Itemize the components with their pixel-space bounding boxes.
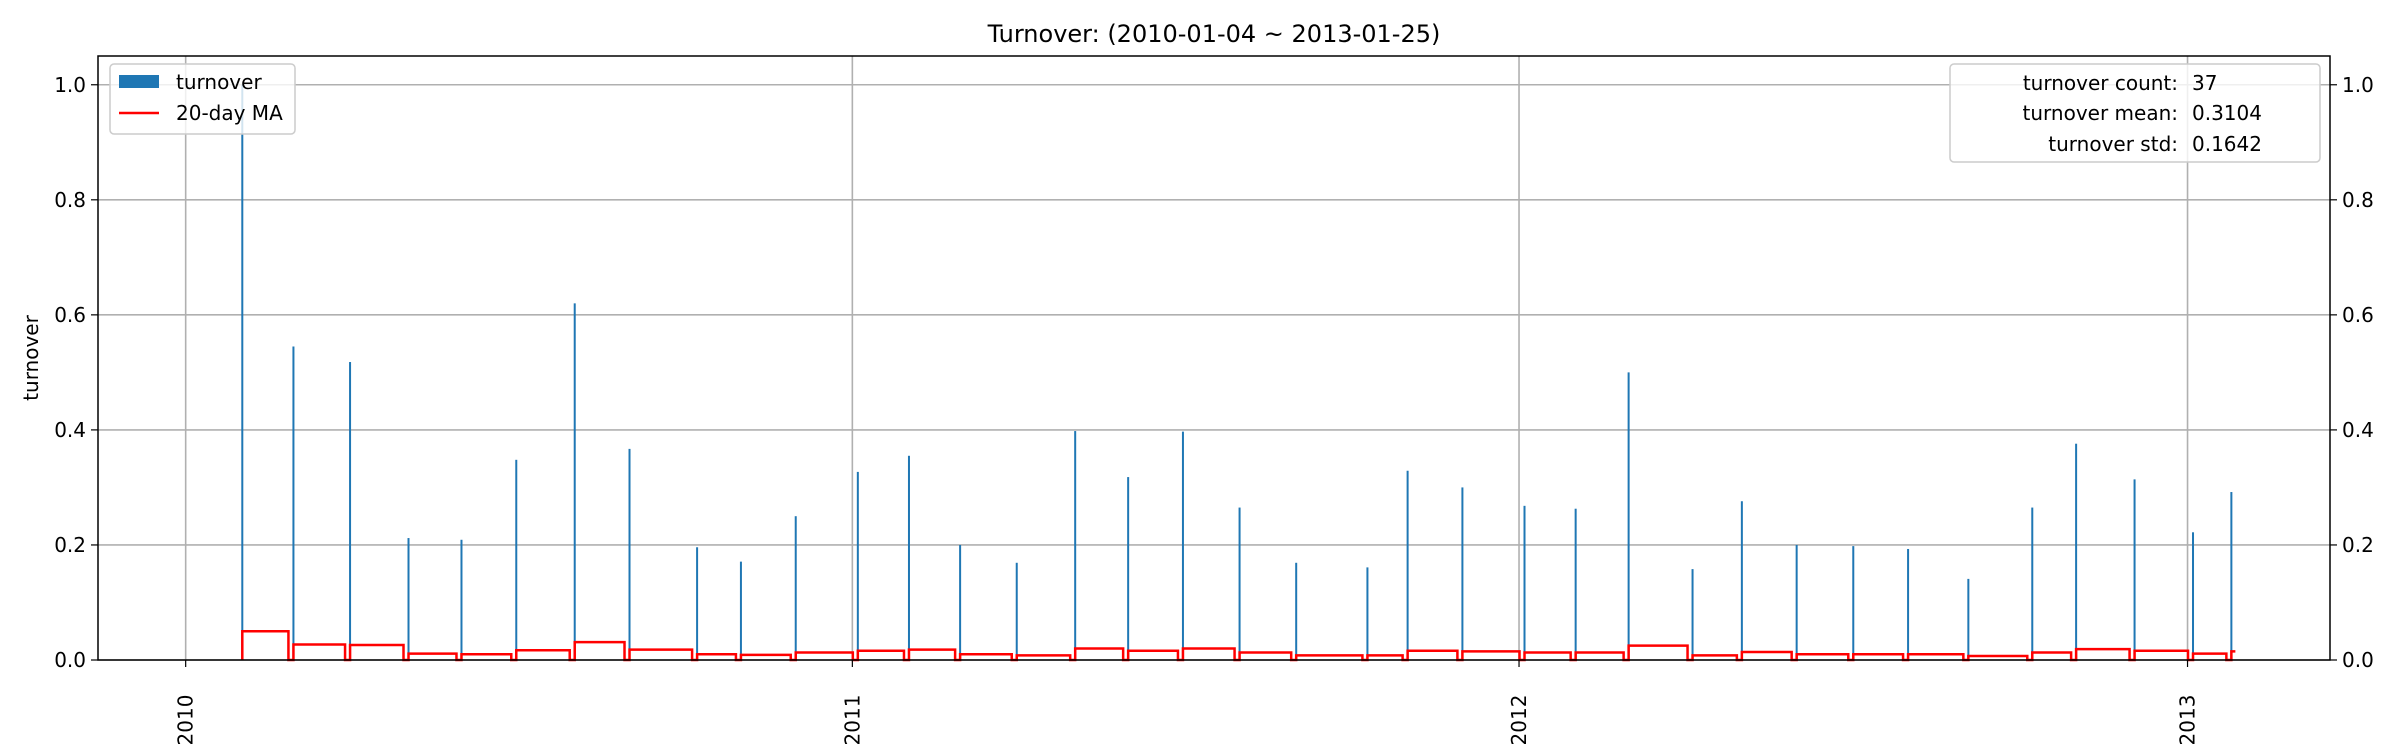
y2-tick-label: 0.2 [2342,533,2374,557]
stats-box: turnover count: 37 turnover mean: 0.3104… [1949,63,2321,163]
turnover-bar [407,538,410,660]
turnover-bar [2133,479,2136,660]
turnover-bar [1523,505,1526,660]
turnover-bar [241,84,244,660]
turnover-bar [1295,562,1298,660]
turnover-bar [739,561,742,660]
stats-label-count: turnover count: [2023,71,2178,95]
ma-layer [241,629,2236,662]
turnover-bar [1074,431,1077,660]
turnover-bar [292,346,295,660]
turnover-bar [515,459,518,660]
turnover-bar [1795,544,1798,660]
y-tick-label: 0.8 [54,188,86,212]
turnover-bar [1574,508,1577,660]
stats-value-mean: 0.3104 [2192,101,2262,125]
turnover-bar [1852,546,1855,660]
turnover-bar [2031,507,2034,660]
turnover-bar [907,455,910,660]
turnover-bar [573,303,576,660]
turnover-bar [856,471,859,660]
turnover-bar [1740,501,1743,660]
turnover-bar [1366,567,1369,660]
turnover-bar [628,448,631,660]
turnover-bar [349,362,352,660]
x-tick-label: 2013 [2176,695,2200,746]
turnover-bar [1907,548,1910,660]
turnover-bar [794,516,797,660]
ma-line [241,629,2236,662]
y-tick-label: 0.6 [54,303,86,327]
y-axis-label: turnover [19,314,43,400]
turnover-bar [1691,569,1694,660]
stats-value-count: 37 [2192,71,2217,95]
y2-tick-label: 0.6 [2342,303,2374,327]
stats-value-std: 0.1642 [2192,132,2262,156]
stats-box-frame [1949,63,2321,163]
turnover-bar [1238,507,1241,660]
legend-label-ma: 20-day MA [176,101,283,125]
legend-label-turnover: turnover [176,70,262,94]
turnover-bar [959,544,962,660]
turnover-bar [1181,431,1184,660]
turnover-bar [1127,477,1130,660]
turnover-bar [696,547,699,660]
y-tick-label: 0.0 [54,648,86,672]
y-tick-label: 1.0 [54,73,86,97]
legend-swatch-turnover [119,75,159,88]
bars-layer [241,84,2233,660]
x-tick-label: 2012 [1507,695,1531,746]
axes-layer: 0.0 0.2 0.4 0.6 0.8 1.0 0.0 0.2 0.4 0.6 0.8 1.0 2010… [54,55,2374,746]
turnover-bar [2192,532,2195,660]
turnover-bar [1015,562,1018,660]
y-tick-label: 0.2 [54,533,86,557]
y2-tick-label: 0.8 [2342,188,2374,212]
x-tick-label: 2011 [840,695,864,746]
turnover-bar [1461,487,1464,660]
y2-tick-label: 0.4 [2342,418,2374,442]
turnover-bar [2075,443,2078,660]
chart-title: Turnover: (2010-01-04 ~ 2013-01-25) [987,20,1441,48]
turnover-bar [1627,372,1630,660]
y2-tick-label: 0.0 [2342,648,2374,672]
turnover-bar [1967,578,1970,660]
y2-tick-label: 1.0 [2342,73,2374,97]
turnover-bar [1406,470,1409,660]
turnover-bar [2230,492,2233,660]
legend: turnover 20-day MA [109,63,296,135]
plot-frame [97,55,2331,661]
stats-label-mean: turnover mean: [2023,101,2178,125]
y-tick-label: 0.4 [54,418,86,442]
stats-label-std: turnover std: [2048,132,2178,156]
turnover-bar [460,539,463,660]
x-tick-label: 2010 [174,695,198,746]
